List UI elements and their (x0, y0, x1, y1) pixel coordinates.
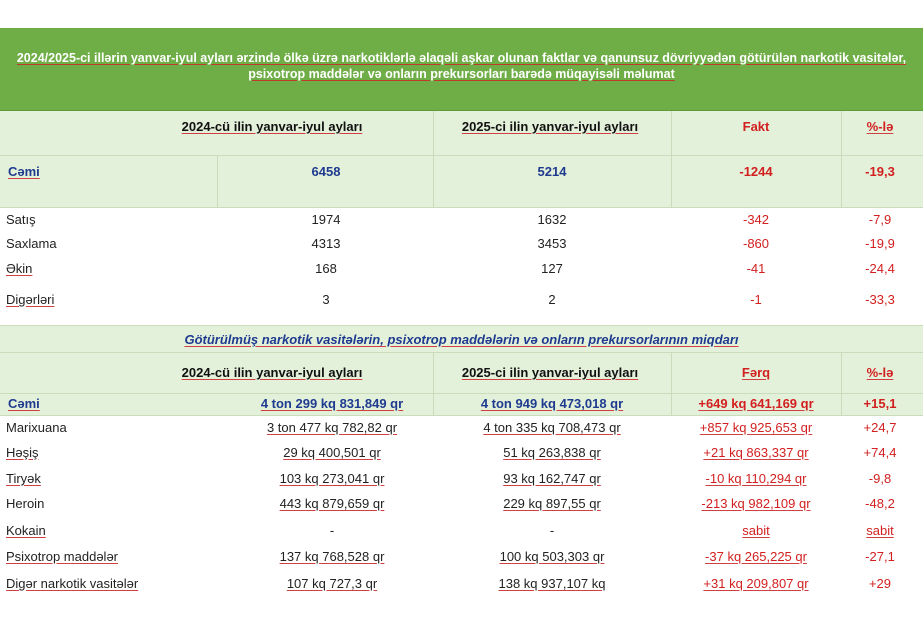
facts-row-label: Digərləri (6, 292, 55, 307)
facts-row-pct: -19,9 (865, 236, 895, 251)
facts-header-band (0, 111, 923, 155)
facts-row-2025: 2 (548, 292, 556, 307)
divider (0, 155, 923, 156)
facts-row-label: Saxlama (6, 236, 57, 251)
seized-row-label: Həşiş (6, 445, 39, 460)
seized-row-pct: +29 (868, 576, 892, 591)
facts-row-diff: -342 (742, 212, 770, 227)
seized-row-2025: 4 ton 335 kq 708,473 qr (483, 420, 621, 435)
divider (0, 207, 923, 208)
facts-row-2025: 127 (541, 261, 563, 276)
seized-section-title: Götürülmüş narkotik vasitələrin, psixotr… (184, 332, 739, 347)
seized-header-2025: 2025-ci ilin yanvar-iyul ayları (461, 365, 639, 380)
facts-row-2025: 3453 (537, 236, 567, 251)
seized-row-label: Digər narkotik vasitələr (6, 576, 139, 591)
divider (0, 352, 923, 353)
seized-header-pct: %-lə (866, 365, 894, 380)
facts-total-diff: -1244 (739, 164, 773, 179)
seized-row-2024: 137 kq 768,528 qr (279, 549, 385, 564)
seized-row-label: Kokain (6, 523, 46, 538)
divider (433, 111, 434, 207)
facts-row-diff: -41 (746, 261, 766, 276)
seized-row-2024: 443 kq 879,659 qr (279, 496, 385, 511)
seized-total-pct: +15,1 (863, 396, 897, 411)
facts-total-band (0, 155, 923, 207)
seized-total-label: Cəmi (8, 396, 40, 411)
facts-total-2024: 6458 (311, 164, 341, 179)
seized-row-2024: 3 ton 477 kq 782,82 qr (266, 420, 398, 435)
seized-row-diff: -37 kq 265,225 qr (705, 549, 807, 564)
seized-row-2025: 229 kq 897,55 qr (503, 496, 601, 511)
seized-row-2024: 107 kq 727,3 qr (286, 576, 378, 591)
facts-header-2024: 2024-cü ilin yanvar-iyul ayları (181, 119, 363, 134)
facts-row-label: Əkin (6, 261, 33, 276)
divider (217, 155, 218, 207)
facts-total-label: Cəmi (8, 164, 40, 179)
seized-row-pct: -48,2 (865, 496, 895, 511)
divider (841, 352, 842, 415)
divider (671, 111, 672, 207)
seized-total-2025: 4 ton 949 kq 473,018 qr (480, 396, 624, 411)
facts-row-pct: -24,4 (865, 261, 895, 276)
divider (671, 352, 672, 415)
seized-row-2024: - (329, 523, 335, 538)
seized-row-2025: 138 kq 937,107 kq (498, 576, 606, 591)
seized-total-band (0, 393, 923, 415)
facts-row-2025: 1632 (537, 212, 567, 227)
seized-row-pct: +74,4 (863, 445, 897, 460)
facts-row-diff: -1 (750, 292, 762, 307)
document-title: 2024/2025-ci illərin yanvar-iyul ayları … (16, 51, 907, 81)
facts-row-2024: 1974 (311, 212, 341, 227)
divider (0, 415, 923, 416)
seized-row-diff: +21 kq 863,337 qr (703, 445, 809, 460)
divider (0, 393, 923, 394)
seized-row-label: Marixuana (6, 420, 67, 435)
divider (0, 325, 923, 326)
seized-row-pct: -27,1 (865, 549, 895, 564)
facts-row-pct: -33,3 (865, 292, 895, 307)
seized-row-diff: -213 kq 982,109 qr (701, 496, 811, 511)
divider (841, 111, 842, 207)
seized-header-2024: 2024-cü ilin yanvar-iyul ayları (181, 365, 363, 380)
seized-row-diff: +31 kq 209,807 qr (703, 576, 809, 591)
facts-row-diff: -860 (742, 236, 770, 251)
seized-row-label: Heroin (6, 496, 45, 511)
facts-row-2024: 168 (315, 261, 337, 276)
facts-row-2024: 3 (322, 292, 330, 307)
seized-row-pct: +24,7 (863, 420, 897, 435)
facts-header-2025: 2025-ci ilin yanvar-iyul ayları (461, 119, 639, 134)
seized-row-2025: - (549, 523, 555, 538)
seized-row-2024: 29 kq 400,501 qr (283, 445, 381, 460)
seized-row-diff: sabit (742, 523, 770, 538)
divider (433, 352, 434, 415)
seized-row-label: Tiryək (6, 471, 41, 486)
seized-row-diff: +857 kq 925,653 qr (699, 420, 813, 435)
seized-row-diff: -10 kq 110,294 qr (705, 471, 807, 486)
seized-row-pct: -9,8 (868, 471, 892, 486)
facts-row-label: Satış (6, 212, 36, 227)
facts-total-pct: -19,3 (865, 164, 895, 179)
facts-row-pct: -7,9 (868, 212, 892, 227)
facts-row-2024: 4313 (311, 236, 341, 251)
seized-row-2025: 93 kq 162,747 qr (503, 471, 601, 486)
facts-header-pct: %-lə (866, 119, 894, 134)
seized-header-band (0, 325, 923, 393)
seized-row-pct: sabit (866, 523, 894, 538)
seized-row-2025: 51 kq 263,838 qr (503, 445, 601, 460)
facts-total-2025: 5214 (537, 164, 567, 179)
facts-header-diff: Fakt (742, 119, 770, 134)
seized-row-label: Psixotrop maddələr (6, 549, 118, 564)
seized-total-diff: +649 kq 641,169 qr (698, 396, 814, 411)
seized-row-2025: 100 kq 503,303 qr (499, 549, 605, 564)
seized-header-diff: Fərq (741, 365, 771, 380)
seized-row-2024: 103 kq 273,041 qr (279, 471, 385, 486)
seized-total-2024: 4 ton 299 kq 831,849 qr (260, 396, 404, 411)
title-banner: 2024/2025-ci illərin yanvar-iyul ayları … (0, 28, 923, 111)
